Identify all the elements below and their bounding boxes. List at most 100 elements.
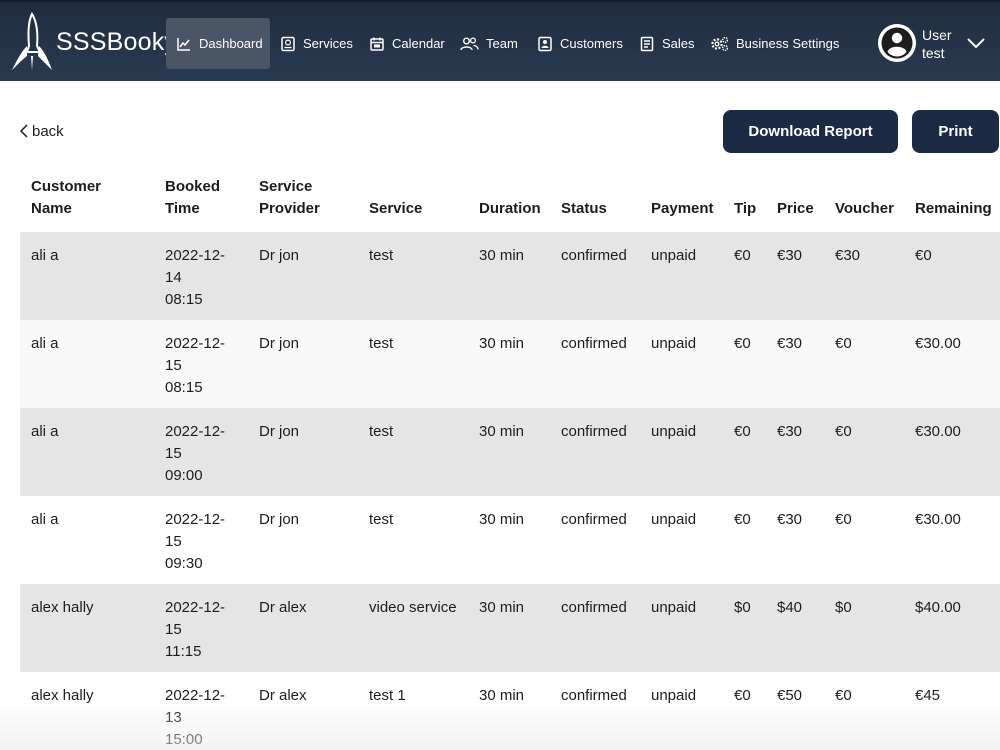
column-header-status[interactable]: Status	[561, 200, 607, 217]
cell-provider: Dr jon	[259, 335, 300, 352]
cell-booked-time: 2022-12- 14 08:15	[165, 247, 226, 308]
table-row[interactable]: ali a 2022-12- 15 09:00 Dr jon test 30 min…	[20, 408, 1000, 496]
nav-sales[interactable]: Sales	[639, 18, 695, 69]
cell-booked-time: 2022-12- 15 09:30	[165, 511, 226, 572]
back-label: back	[32, 122, 64, 140]
cell-duration: 30 min	[479, 335, 525, 352]
cell-payment: unpaid	[651, 687, 697, 704]
cell-payment: unpaid	[651, 335, 697, 352]
cell-duration: 30 min	[479, 511, 525, 528]
cell-service: test	[369, 511, 394, 528]
cell-payment: unpaid	[651, 599, 697, 616]
table-row[interactable]: ali a 2022-12- 15 08:15 Dr jon test 30 min…	[20, 320, 1000, 408]
column-header-duration[interactable]: Duration	[479, 200, 541, 217]
cell-duration: 30 min	[479, 687, 525, 704]
user-menu-label[interactable]: User test	[922, 26, 952, 62]
cell-payment: unpaid	[651, 511, 697, 528]
cell-provider: Dr alex	[259, 599, 307, 616]
table-row[interactable]: ali a 2022-12- 14 08:15 Dr jon test 30 min…	[20, 232, 1000, 320]
cell-status: confirmed	[561, 335, 627, 352]
table-row[interactable]: alex hally 2022-12- 13 15:00 Dr alex test …	[20, 672, 1000, 750]
cell-voucher: $0	[835, 599, 852, 616]
nav-customers[interactable]: Customers	[537, 18, 623, 69]
column-header-booked-time[interactable]: Booked Time	[165, 178, 221, 217]
app-name: SSSBooky	[56, 27, 178, 56]
rocket-logo-icon	[12, 12, 52, 70]
nav-dashboard[interactable]: Dashboard	[166, 18, 270, 69]
table-header-row: Customer Name Booked Time Service Provider …	[20, 168, 1000, 232]
customers-icon	[537, 36, 553, 52]
cell-voucher: €0	[835, 423, 852, 440]
cell-booked-time: 2022-12- 15 08:15	[165, 335, 226, 396]
column-header-service-provider[interactable]: Service Provider	[259, 178, 320, 217]
user-icon	[878, 24, 916, 62]
cell-booked-time: 2022-12- 13 15:00	[165, 687, 226, 748]
column-header-service[interactable]: Service	[369, 200, 423, 217]
column-header-voucher[interactable]: Voucher	[835, 200, 894, 217]
cell-booked-time: 2022-12- 15 09:00	[165, 423, 226, 484]
gear-icon	[710, 36, 729, 52]
chevron-left-icon	[19, 124, 28, 138]
column-header-price[interactable]: Price	[777, 200, 814, 217]
cell-tip: €0	[734, 247, 751, 264]
column-header-remaining[interactable]: Remaining	[915, 200, 992, 217]
team-icon	[460, 36, 479, 52]
cell-duration: 30 min	[479, 423, 525, 440]
cell-status: confirmed	[561, 599, 627, 616]
services-icon	[280, 36, 296, 52]
cell-payment: unpaid	[651, 423, 697, 440]
cell-tip: €0	[734, 423, 751, 440]
cell-price: €30	[777, 247, 803, 264]
cell-service: test	[369, 335, 394, 352]
chart-icon	[176, 36, 192, 52]
cell-customer: ali a	[31, 511, 59, 528]
table-row[interactable]: ali a 2022-12- 15 09:30 Dr jon test 30 min…	[20, 496, 1000, 584]
nav-label-customers: Customers	[560, 36, 623, 51]
nav-label-sales: Sales	[662, 36, 695, 51]
cell-status: confirmed	[561, 687, 627, 704]
cell-remaining: $40.00	[915, 599, 961, 616]
app-logo[interactable]: SSSBooky	[10, 12, 177, 72]
cell-voucher: €0	[835, 687, 852, 704]
nav-label-business-settings: Business Settings	[736, 36, 840, 51]
column-header-customer-name[interactable]: Customer Name	[31, 178, 102, 217]
cell-duration: 30 min	[479, 599, 525, 616]
nav-business-settings[interactable]: Business Settings	[710, 18, 839, 69]
cell-tip: $0	[734, 599, 751, 616]
chevron-down-icon[interactable]	[966, 36, 986, 50]
nav-services[interactable]: Services	[280, 18, 353, 69]
cell-status: confirmed	[561, 247, 627, 264]
cell-service: test	[369, 423, 394, 440]
cell-provider: Dr jon	[259, 423, 300, 440]
cell-customer: alex hally	[31, 687, 94, 704]
cell-provider: Dr jon	[259, 247, 300, 264]
print-button[interactable]: Print	[912, 110, 999, 153]
nav-calendar[interactable]: Calendar	[369, 18, 445, 69]
cell-tip: €0	[734, 687, 751, 704]
top-navigation-bar: SSSBooky Dashboard Services Calendar Tea…	[0, 0, 1000, 81]
user-avatar[interactable]	[878, 24, 916, 62]
back-link[interactable]: back	[19, 121, 64, 141]
nav-team[interactable]: Team	[460, 18, 518, 69]
cell-customer: ali a	[31, 247, 59, 264]
cell-customer: alex hally	[31, 599, 94, 616]
bookings-table: Customer Name Booked Time Service Provider …	[20, 168, 1000, 750]
cell-duration: 30 min	[479, 247, 525, 264]
nav-label-dashboard: Dashboard	[199, 36, 263, 51]
sales-icon	[639, 36, 655, 52]
cell-voucher: €0	[835, 511, 852, 528]
cell-service: test 1	[369, 687, 406, 704]
cell-provider: Dr jon	[259, 511, 300, 528]
table-row[interactable]: alex hally 2022-12- 15 11:15 Dr alex video…	[20, 584, 1000, 672]
cell-tip: €0	[734, 511, 751, 528]
download-report-button[interactable]: Download Report	[723, 110, 898, 153]
cell-customer: ali a	[31, 423, 59, 440]
cell-remaining: €30.00	[915, 511, 961, 528]
user-role: User	[922, 27, 952, 43]
column-header-tip[interactable]: Tip	[734, 200, 757, 217]
nav-label-services: Services	[303, 36, 353, 51]
cell-provider: Dr alex	[259, 687, 307, 704]
cell-price: €50	[777, 687, 803, 704]
cell-booked-time: 2022-12- 15 11:15	[165, 599, 226, 660]
column-header-payment[interactable]: Payment	[651, 200, 714, 217]
